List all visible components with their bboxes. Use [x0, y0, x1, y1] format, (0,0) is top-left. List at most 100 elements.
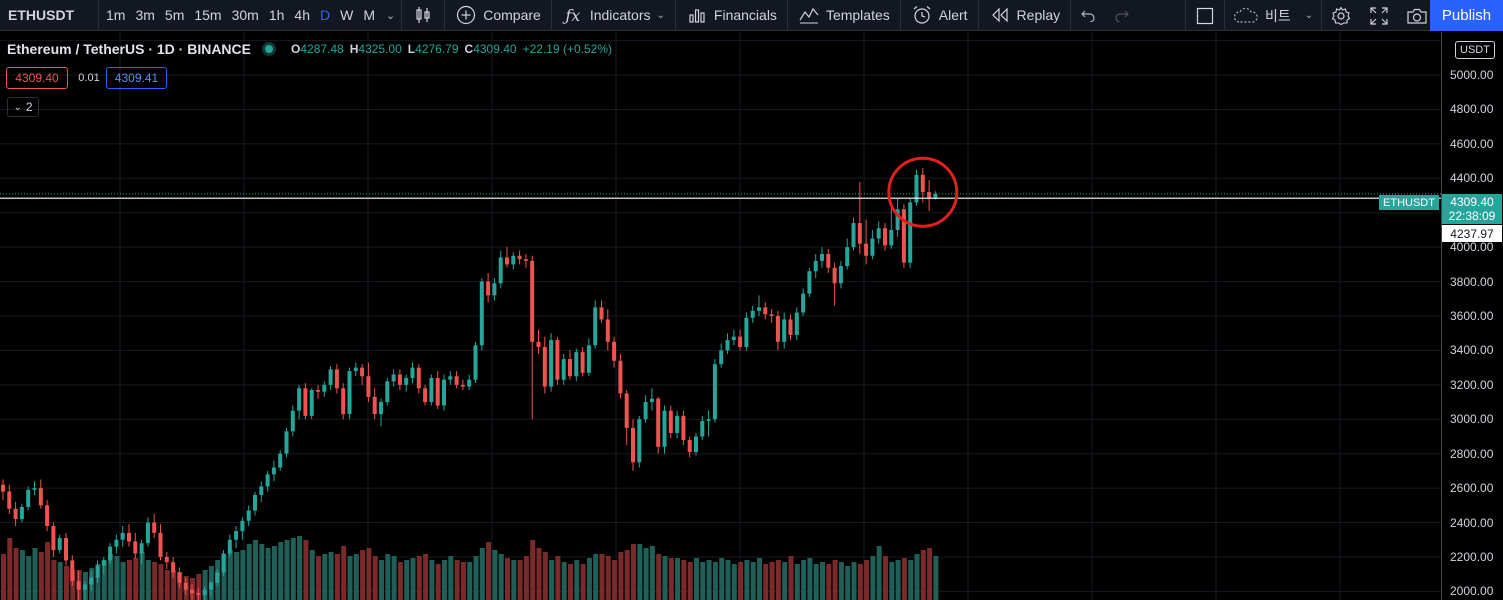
- volume-bar: [731, 564, 737, 600]
- candle-body: [13, 508, 18, 520]
- price-chart[interactable]: [0, 32, 1441, 600]
- candle-body: [580, 352, 585, 373]
- chart-type-button[interactable]: [402, 0, 444, 31]
- candle-body: [7, 491, 12, 509]
- indicators-collapse-button[interactable]: ⌄ 2: [7, 97, 39, 117]
- volume-bar: [813, 564, 819, 600]
- volume-bar: [467, 562, 473, 600]
- candle-body: [813, 260, 818, 272]
- candle-body: [442, 379, 446, 406]
- timeframe-30m[interactable]: 30m: [231, 7, 259, 23]
- volume-bar: [643, 548, 649, 600]
- candle-body: [26, 489, 31, 508]
- alert-button[interactable]: Alert: [901, 0, 978, 31]
- fullscreen-button[interactable]: [1360, 0, 1398, 31]
- volume-bar: [385, 554, 391, 600]
- symbol-price-label: ETHUSDT: [1379, 195, 1439, 210]
- timeframe-1m[interactable]: 1m: [106, 7, 126, 23]
- financials-button[interactable]: Financials: [676, 0, 787, 31]
- layout-button[interactable]: [1186, 0, 1224, 31]
- candle-body: [45, 505, 50, 526]
- candle-body: [731, 336, 736, 341]
- volume-bar: [341, 546, 347, 600]
- separator: [899, 0, 901, 31]
- volume-bar: [120, 562, 126, 600]
- indicators-button[interactable]: ƒx Indicators ⌄: [552, 0, 675, 31]
- candle-body: [593, 307, 598, 346]
- volume-bar: [788, 556, 794, 600]
- function-icon: ƒx: [565, 5, 581, 25]
- volume-bar: [290, 538, 296, 600]
- candle-body: [95, 565, 100, 578]
- timeframe-1h[interactable]: 1h: [268, 7, 285, 23]
- volume-bar: [57, 562, 63, 600]
- candle-body: [221, 553, 226, 573]
- volume-bar: [574, 560, 580, 600]
- market-status-indicator[interactable]: [265, 45, 273, 53]
- candle-body: [744, 317, 749, 347]
- volume-bar: [316, 556, 321, 600]
- price-axis[interactable]: [1441, 32, 1503, 600]
- settings-button[interactable]: [1322, 0, 1360, 31]
- saved-layout-button[interactable]: 비트 ⌄: [1225, 0, 1321, 31]
- timeframe-4h[interactable]: 4h: [294, 7, 310, 23]
- candle-body: [309, 390, 314, 416]
- price-tick-label: 2600.00: [1450, 481, 1494, 496]
- chevron-down-icon[interactable]: ⌄: [656, 9, 665, 21]
- candle-body: [70, 560, 75, 582]
- buy-button[interactable]: 4309.41: [106, 67, 167, 89]
- volume-bar: [820, 562, 825, 600]
- volume-bar: [486, 542, 492, 600]
- timeframe-dropdown-icon[interactable]: ⌄: [386, 9, 396, 22]
- candle-body: [757, 307, 761, 311]
- separator: [444, 0, 446, 31]
- price-tick-label: 4000.00: [1450, 240, 1494, 255]
- volume-bar: [637, 544, 643, 600]
- templates-button[interactable]: Templates: [788, 0, 900, 31]
- volume-bar: [416, 556, 422, 600]
- candle-body: [366, 376, 371, 397]
- candle-body: [927, 192, 932, 198]
- symbol-title[interactable]: Ethereum / TetherUS · 1D · BINANCE: [7, 41, 251, 57]
- candle-body: [164, 556, 169, 563]
- timeframe-15m[interactable]: 15m: [194, 7, 222, 23]
- candle-body: [889, 229, 894, 246]
- timeframe-5m[interactable]: 5m: [164, 7, 185, 23]
- candle-body: [234, 531, 239, 540]
- publish-button[interactable]: Publish: [1430, 0, 1503, 31]
- volume-bar: [423, 554, 429, 600]
- candle-body: [826, 254, 831, 268]
- timeframe-m[interactable]: M: [363, 7, 375, 23]
- timeframe-3m[interactable]: 3m: [135, 7, 155, 23]
- candle-body: [473, 345, 478, 380]
- redo-button[interactable]: [1105, 0, 1139, 31]
- timeframe-w[interactable]: W: [340, 7, 354, 23]
- volume-bar: [460, 562, 466, 600]
- volume-bar: [366, 548, 372, 600]
- volume-bar: [744, 560, 750, 600]
- candle-body: [202, 589, 207, 595]
- candle-body: [523, 259, 528, 261]
- candle-body: [152, 522, 157, 533]
- candle-body: [271, 467, 276, 475]
- candle-body: [908, 202, 913, 263]
- symbol-search[interactable]: ETHUSDT: [8, 7, 75, 23]
- separator: [786, 0, 788, 31]
- candle-body: [372, 396, 377, 415]
- annotation-circle[interactable]: [887, 156, 959, 228]
- undo-button[interactable]: [1071, 0, 1105, 31]
- volume-bar: [271, 546, 277, 600]
- candle-body: [719, 350, 724, 365]
- volume-bar: [253, 540, 258, 600]
- chevron-down-icon[interactable]: ⌄: [1304, 10, 1314, 21]
- currency-unit-button[interactable]: USDT: [1455, 41, 1495, 59]
- redo-icon: [1111, 4, 1133, 26]
- timeframe-d[interactable]: D: [319, 7, 331, 23]
- snapshot-button[interactable]: [1398, 0, 1436, 31]
- compare-button[interactable]: Compare: [445, 0, 551, 31]
- volume-bar: [706, 560, 712, 600]
- sell-button[interactable]: 4309.40: [6, 67, 68, 89]
- price-tick-label: 2400.00: [1450, 515, 1494, 530]
- price-tick-label: 3400.00: [1450, 343, 1494, 358]
- replay-button[interactable]: Replay: [979, 0, 1071, 31]
